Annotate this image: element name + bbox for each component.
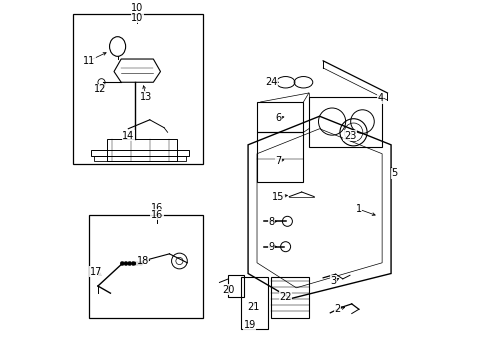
Text: 20: 20 xyxy=(222,285,234,294)
Text: 3: 3 xyxy=(330,276,336,285)
Text: 16: 16 xyxy=(150,203,163,213)
Text: 8: 8 xyxy=(268,217,274,227)
Text: 18: 18 xyxy=(136,256,148,266)
Text: 10: 10 xyxy=(131,13,143,23)
Circle shape xyxy=(135,261,139,266)
Circle shape xyxy=(139,261,142,266)
Text: 1: 1 xyxy=(355,204,361,214)
Text: 13: 13 xyxy=(140,91,152,102)
Text: 17: 17 xyxy=(90,267,102,277)
Text: 2: 2 xyxy=(334,304,340,314)
Circle shape xyxy=(98,79,105,86)
Text: 23: 23 xyxy=(343,131,355,141)
Bar xyxy=(73,14,203,165)
Text: 11: 11 xyxy=(82,56,95,66)
Text: 10: 10 xyxy=(131,3,143,13)
Text: 21: 21 xyxy=(247,302,259,312)
Circle shape xyxy=(131,261,135,266)
Text: 14: 14 xyxy=(122,131,134,141)
Circle shape xyxy=(120,261,124,266)
Circle shape xyxy=(127,261,132,266)
Text: 6: 6 xyxy=(275,113,281,123)
Text: 12: 12 xyxy=(93,84,106,94)
Text: 22: 22 xyxy=(279,292,291,302)
Circle shape xyxy=(123,261,128,266)
Text: 4: 4 xyxy=(377,93,383,103)
Text: 16: 16 xyxy=(150,210,163,220)
Text: 15: 15 xyxy=(272,192,284,202)
Text: 5: 5 xyxy=(391,168,397,179)
Text: 7: 7 xyxy=(275,156,281,166)
Text: 9: 9 xyxy=(268,242,274,252)
Text: 24: 24 xyxy=(264,77,277,87)
Bar xyxy=(89,215,203,318)
Text: 19: 19 xyxy=(243,320,255,330)
